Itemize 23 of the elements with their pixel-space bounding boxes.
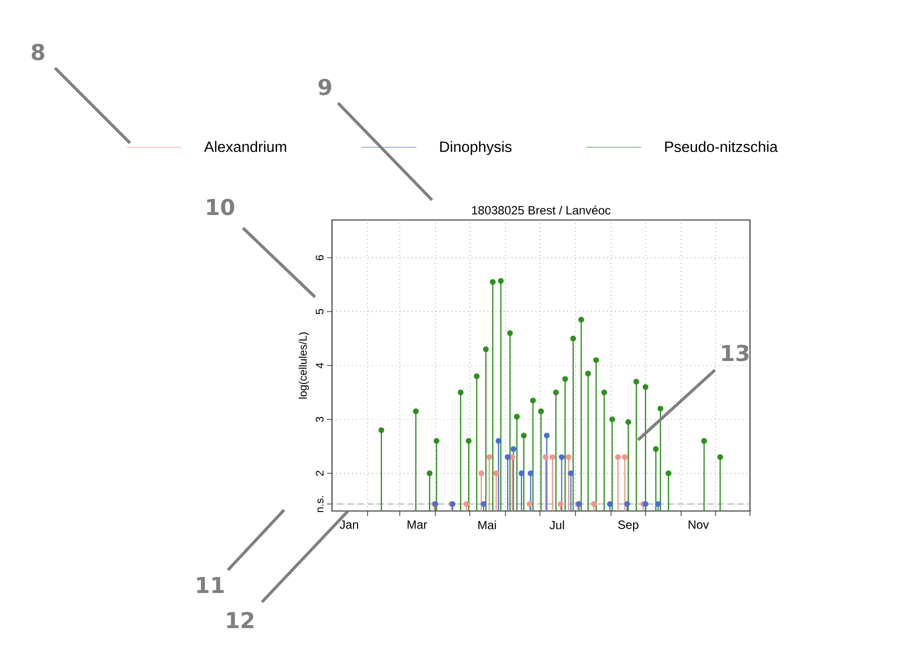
text: 8 [32, 44, 44, 60]
y-tick-label: 2 [316, 470, 324, 476]
legend-label: Dinophysis [440, 141, 512, 156]
x-tick-label: Mar [408, 520, 428, 529]
y-tick-label: 4 [316, 362, 324, 368]
text: 12 [227, 612, 254, 628]
text: 11 [197, 577, 224, 593]
x-tick-label: Mai [478, 520, 496, 530]
y-tick-label: 5 [316, 309, 324, 314]
text: 9 [318, 78, 332, 96]
y-tick-label: n.s. [317, 496, 324, 512]
x-tick-label: Sep [618, 520, 638, 532]
text: 10 [207, 198, 234, 216]
x-tick-label: Jan [340, 520, 358, 529]
y-tick-label: 3 [316, 416, 324, 422]
x-tick-label: Nov [688, 520, 709, 529]
y-tick-label: 6 [316, 255, 324, 260]
legend-label: Alexandrium [204, 141, 286, 152]
chart-title: 18038025 Brest / Lanvéoc [472, 206, 610, 214]
y-axis-title: log(cellules/L) [298, 332, 309, 399]
legend-label: Pseudo-nitzschia [665, 141, 778, 152]
annotation: 13 [722, 344, 749, 362]
x-tick-label: Jul [550, 520, 564, 530]
